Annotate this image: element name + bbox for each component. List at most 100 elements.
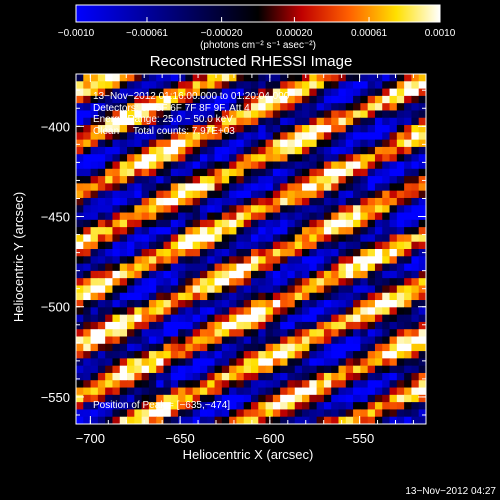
heatmap-cell — [141, 132, 150, 141]
heatmap-cell — [316, 307, 325, 316]
heatmap-cell — [148, 394, 157, 403]
heatmap-cell — [258, 110, 267, 119]
heatmap-cell — [76, 95, 84, 104]
heatmap-cell — [221, 132, 230, 141]
heatmap-cell — [280, 161, 289, 170]
heatmap-cell — [229, 183, 238, 192]
heatmap-cell — [418, 321, 426, 330]
heatmap-cell — [185, 168, 194, 177]
heatmap-cell — [323, 358, 332, 367]
heatmap-cell — [170, 197, 179, 206]
heatmap-cell — [178, 219, 186, 228]
heatmap-cell — [192, 227, 201, 236]
heatmap-cell — [272, 314, 281, 323]
heatmap-cell — [229, 95, 238, 104]
heatmap-cell — [287, 154, 296, 163]
heatmap-cell — [221, 270, 230, 279]
heatmap-cell — [418, 88, 426, 97]
heatmap-cell — [221, 314, 230, 323]
heatmap-cell — [389, 103, 398, 112]
heatmap-cell — [192, 394, 201, 403]
heatmap-cell — [411, 416, 420, 424]
heatmap-cell — [178, 146, 186, 155]
heatmap-cell — [119, 285, 128, 294]
heatmap-cell — [367, 394, 376, 403]
heatmap-cell — [112, 278, 121, 287]
heatmap-cell — [258, 125, 267, 133]
heatmap-cell — [258, 365, 267, 374]
heatmap-cell — [323, 329, 332, 338]
heatmap-cell — [119, 176, 128, 184]
heatmap-cell — [112, 307, 121, 316]
heatmap-cell — [389, 365, 398, 374]
heatmap-cell — [90, 234, 99, 243]
heatmap-cell — [119, 372, 128, 381]
heatmap-cell — [323, 117, 332, 126]
heatmap-cell — [345, 372, 354, 381]
heatmap-cell — [316, 314, 325, 323]
heatmap-cell — [323, 307, 332, 316]
heatmap-cell — [265, 95, 274, 104]
heatmap-cell — [280, 234, 289, 243]
heatmap-cell — [199, 343, 208, 352]
heatmap-cell — [141, 205, 150, 214]
heatmap-cell — [258, 88, 267, 97]
heatmap-cell — [127, 227, 135, 236]
heatmap-cell — [316, 300, 325, 308]
heatmap-cell — [134, 88, 143, 97]
heatmap-cell — [272, 154, 281, 163]
heatmap-cell — [411, 168, 420, 177]
heatmap-cell — [367, 74, 376, 82]
heatmap-cell — [389, 358, 398, 367]
heatmap-cell — [280, 110, 289, 119]
heatmap-cell — [309, 154, 318, 163]
heatmap-cell — [353, 168, 361, 177]
heatmap-cell — [134, 212, 143, 221]
heatmap-cell — [272, 176, 281, 184]
heatmap-cell — [97, 292, 106, 301]
heatmap-cell — [294, 372, 303, 381]
heatmap-cell — [374, 81, 383, 90]
heatmap-cell — [83, 125, 92, 133]
heatmap-cell — [90, 74, 99, 82]
heatmap-cell — [338, 103, 347, 112]
heatmap-cell — [141, 125, 150, 133]
heatmap-cell — [134, 125, 143, 133]
heatmap-cell — [331, 183, 340, 192]
heatmap-cell — [360, 336, 369, 345]
heatmap-cell — [83, 372, 92, 381]
heatmap-cell — [148, 183, 157, 192]
heatmap-cell — [302, 285, 310, 294]
heatmap-cell — [251, 117, 259, 126]
heatmap-cell — [236, 402, 245, 411]
heatmap-cell — [331, 372, 340, 381]
heatmap-cell — [265, 197, 274, 206]
heatmap-cell — [83, 139, 92, 148]
heatmap-cell — [382, 278, 391, 287]
heatmap-cell — [97, 234, 106, 243]
heatmap-cell — [243, 402, 252, 411]
heatmap-cell — [199, 197, 208, 206]
heatmap-cell — [127, 81, 135, 90]
heatmap-cell — [192, 329, 201, 338]
heatmap-cell — [229, 103, 238, 112]
heatmap-cell — [251, 103, 259, 112]
heatmap-cell — [221, 416, 230, 424]
heatmap-cell — [127, 103, 135, 112]
heatmap-cell — [302, 292, 310, 301]
heatmap-cell — [258, 190, 267, 199]
heatmap-cell — [243, 343, 252, 352]
heatmap-cell — [112, 176, 121, 184]
heatmap-cell — [243, 241, 252, 250]
heatmap-cell — [294, 219, 303, 228]
heatmap-cell — [141, 263, 150, 272]
heatmap-cell — [221, 88, 230, 97]
heatmap-cell — [294, 278, 303, 287]
heatmap-cell — [90, 314, 99, 323]
heatmap-cell — [214, 139, 223, 148]
heatmap-cell — [236, 205, 245, 214]
heatmap-cell — [156, 329, 165, 338]
heatmap-cell — [192, 372, 201, 381]
heatmap-cell — [396, 358, 405, 367]
heatmap-cell — [76, 402, 84, 411]
